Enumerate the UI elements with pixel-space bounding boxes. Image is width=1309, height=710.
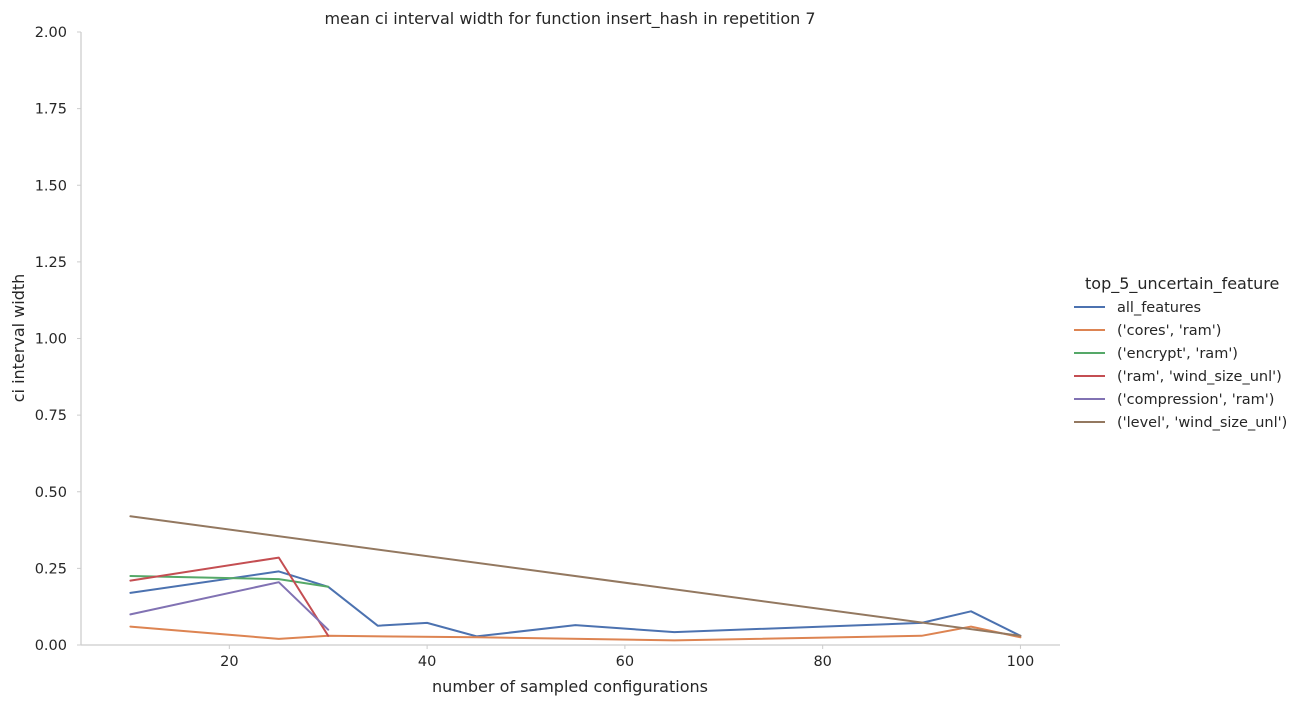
x-axis-label: number of sampled configurations (432, 677, 708, 696)
legend-label: ('ram', 'wind_size_unl') (1117, 369, 1282, 385)
series-line (129, 570, 1022, 638)
legend-label: all_features (1117, 300, 1201, 316)
y-tick-label: 1.75 (35, 102, 67, 118)
legend-label: ('compression', 'ram') (1117, 392, 1274, 408)
legend-label: ('cores', 'ram') (1117, 323, 1221, 339)
series-line (129, 575, 330, 588)
y-tick-label: 0.25 (35, 561, 67, 577)
legend-items: all_features ('cores', 'ram') ('encrypt', … (1074, 300, 1287, 431)
legend: top_5_uncertain_feature all_features ('co… (1074, 274, 1287, 431)
legend-title: top_5_uncertain_feature (1085, 274, 1279, 294)
x-tick-label: 100 (1007, 654, 1035, 670)
x-tick-labels: 20 40 60 80 100 (220, 645, 1034, 670)
axes (80, 32, 1060, 646)
y-tick-labels: 0.00 0.25 0.50 0.75 1.00 1.25 1.50 1.75 2.00 (35, 25, 81, 654)
series-line (129, 581, 330, 631)
series-line (129, 625, 1022, 642)
series-line (129, 515, 1022, 637)
y-tick-label: 1.00 (35, 332, 67, 348)
x-tick-label: 60 (616, 654, 634, 670)
x-tick-label: 20 (220, 654, 238, 670)
series-line (129, 556, 330, 637)
chart-title: mean ci interval width for function inse… (324, 9, 815, 29)
y-tick-label: 0.50 (35, 485, 67, 501)
legend-label: ('encrypt', 'ram') (1117, 346, 1238, 362)
y-tick-label: 1.25 (35, 255, 67, 271)
y-tick-label: 2.00 (35, 25, 67, 41)
x-tick-label: 80 (813, 654, 831, 670)
y-tick-label: 0.00 (35, 638, 67, 654)
x-tick-label: 40 (418, 654, 436, 670)
y-axis-label: ci interval width (9, 274, 28, 403)
y-tick-label: 1.50 (35, 178, 67, 194)
legend-label: ('level', 'wind_size_unl') (1117, 415, 1287, 431)
series-lines (129, 515, 1022, 642)
y-tick-label: 0.75 (35, 408, 67, 424)
